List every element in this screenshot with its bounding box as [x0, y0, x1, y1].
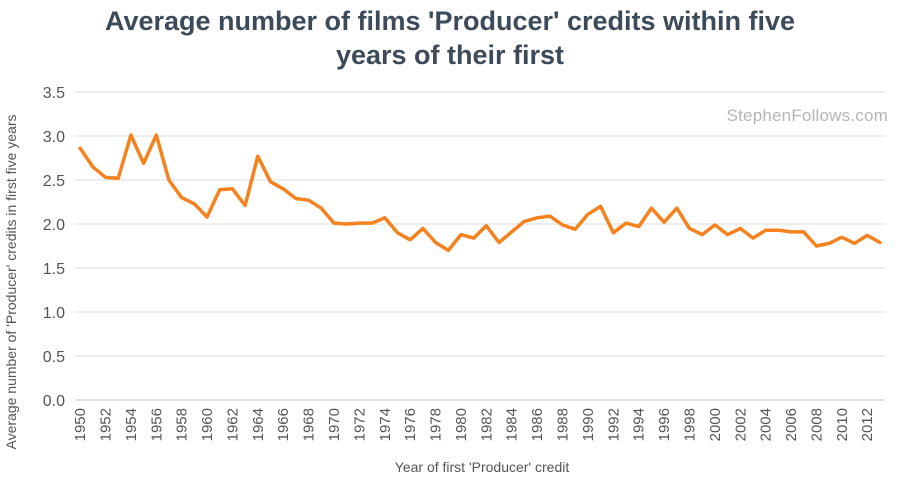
x-tick-label: 1988 — [555, 408, 572, 441]
x-tick-label: 1970 — [326, 408, 343, 441]
y-tick-label: 2.0 — [43, 217, 65, 234]
x-tick-label: 1982 — [478, 408, 495, 441]
x-tick-label: 1994 — [631, 408, 648, 441]
y-tick-label: 1.0 — [43, 305, 65, 322]
x-tick-label: 2006 — [783, 408, 800, 441]
x-tick-label: 2012 — [859, 408, 876, 441]
y-tick-labels: 0.0 0.5 1.0 1.5 2.0 2.5 3.0 3.5 — [43, 85, 65, 410]
x-tick-label: 1960 — [199, 408, 216, 441]
series-group — [78, 133, 882, 253]
x-tick-label: 1954 — [123, 408, 140, 441]
x-tick-label: 1998 — [681, 408, 698, 441]
y-tick-label: 1.5 — [43, 261, 65, 278]
x-tick-label: 1952 — [97, 408, 114, 441]
x-tick-label: 2008 — [808, 408, 825, 441]
x-tick-label: 1962 — [224, 408, 241, 441]
chart-title: Average number of films 'Producer' credi… — [60, 4, 840, 72]
x-tick-label: 1966 — [275, 408, 292, 441]
x-tick-label: 2000 — [707, 408, 724, 441]
y-tick-label: 0.5 — [43, 349, 65, 366]
chart-title-line-1: Average number of films 'Producer' credi… — [104, 6, 795, 36]
x-tick-label: 1956 — [148, 408, 165, 441]
x-axis-label: Year of first 'Producer' credit — [395, 459, 570, 475]
x-tick-label: 1980 — [453, 408, 470, 441]
x-tick-label: 1964 — [250, 408, 267, 441]
x-tick-label: 1976 — [402, 408, 419, 441]
x-tick-label: 2010 — [834, 408, 851, 441]
y-tick-label: 2.5 — [43, 173, 65, 190]
x-tick-label: 2004 — [758, 408, 775, 441]
y-tick-label: 0.0 — [43, 393, 65, 410]
x-tick-label: 2002 — [732, 408, 749, 441]
y-tick-label: 3.5 — [43, 85, 65, 102]
series-line — [78, 133, 882, 253]
y-axis-label: Average number of 'Producer' credits in … — [3, 114, 19, 449]
x-tick-label: 1958 — [174, 408, 191, 441]
x-tick-label: 1996 — [656, 408, 673, 441]
x-tick-label: 1990 — [580, 408, 597, 441]
x-tick-labels: 1950 1952 1954 1956 1958 1960 1962 1964 1966 1968… — [72, 408, 876, 441]
x-tick-label: 1986 — [529, 408, 546, 441]
x-tick-label: 1974 — [377, 408, 394, 441]
x-tick-label: 1984 — [504, 408, 521, 441]
x-tick-label: 1968 — [301, 408, 318, 441]
x-tick-label: 1950 — [72, 408, 89, 441]
watermark: StephenFollows.com — [726, 106, 888, 125]
y-tick-label: 3.0 — [43, 129, 65, 146]
x-tick-label: 1972 — [351, 408, 368, 441]
x-tick-label: 1978 — [428, 408, 445, 441]
x-tick-label: 1992 — [605, 408, 622, 441]
chart-title-line-2: years of their first — [335, 40, 565, 70]
gridlines — [75, 91, 885, 401]
